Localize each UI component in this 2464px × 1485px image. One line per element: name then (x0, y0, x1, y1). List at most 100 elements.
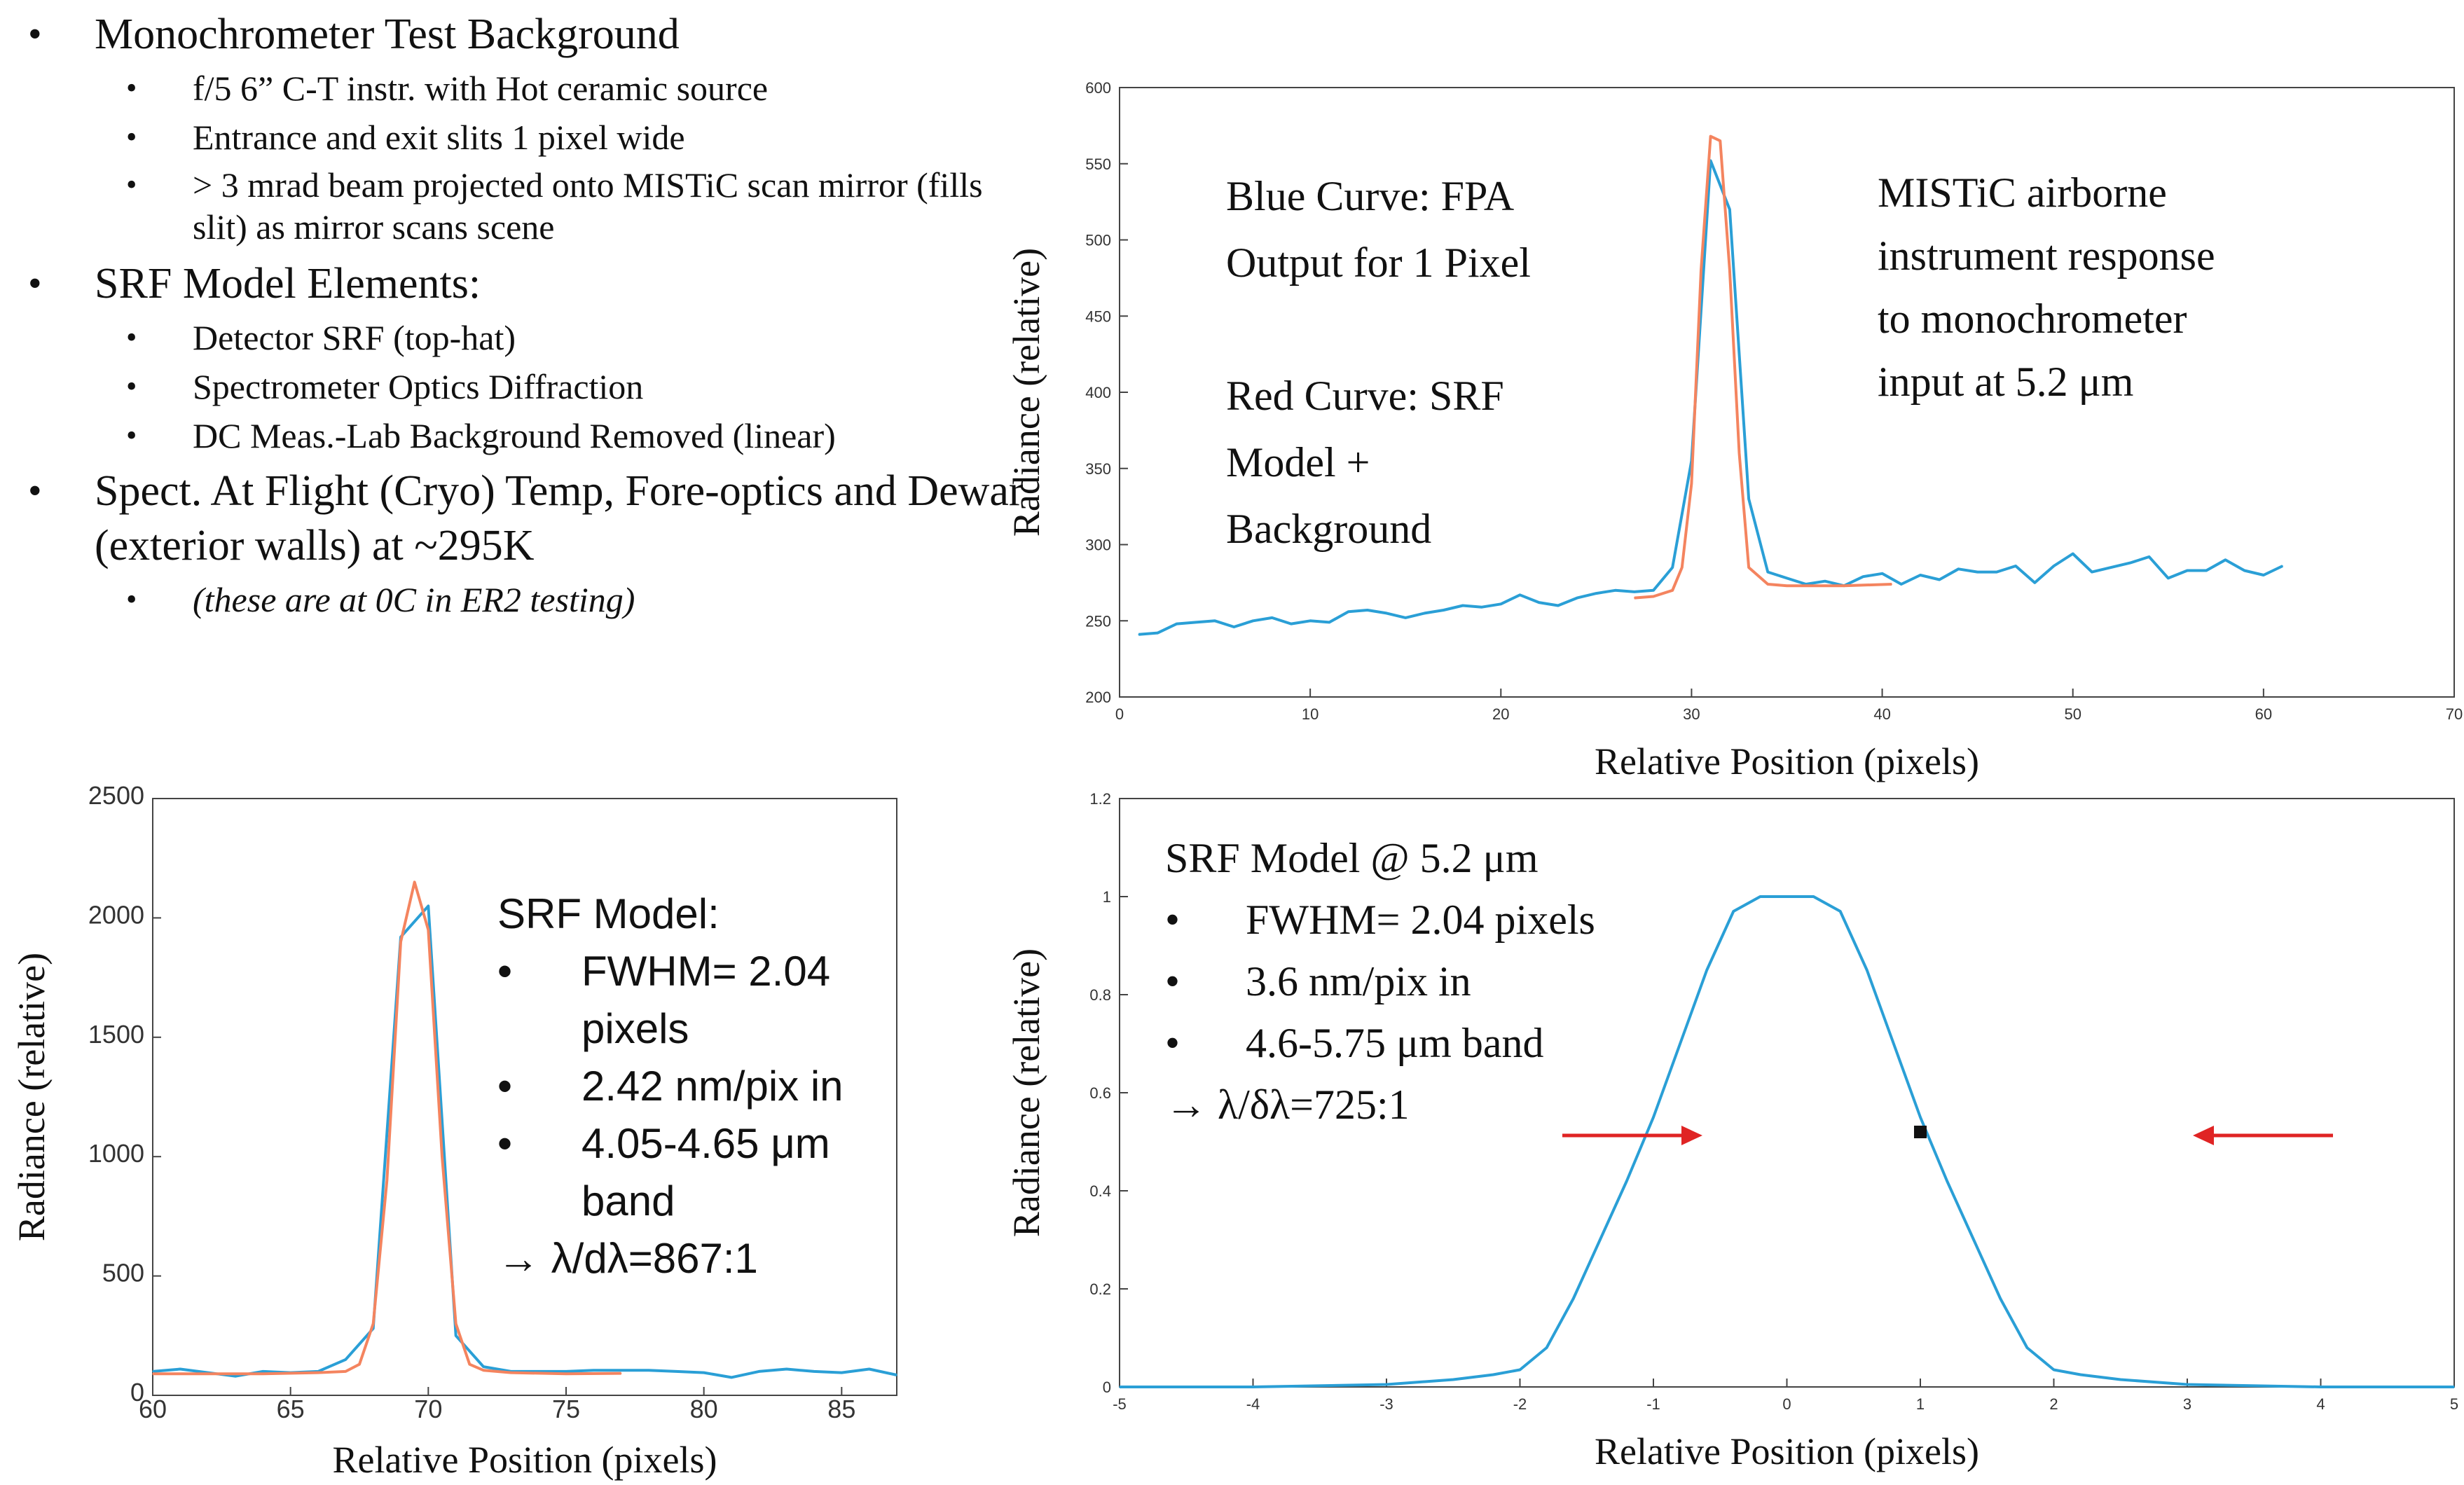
y-tick-label: 2000 (88, 900, 144, 929)
annotation-bullet: • (1165, 1020, 1180, 1066)
data-point-blue (1481, 606, 1482, 608)
sub-bullet: (these are at 0C in ER2 testing) (21, 577, 1044, 622)
data-point-blue (2129, 562, 2131, 564)
data-point-orange (1633, 597, 1635, 599)
x-tick-label: 70 (2446, 705, 2463, 723)
data-point-blue (1862, 576, 1864, 577)
data-point-blue (1252, 1386, 1254, 1388)
x-tick-label: 30 (1683, 705, 1700, 723)
data-point-blue (483, 1366, 484, 1367)
annotation-text: input at 5.2 μm (1878, 359, 2133, 405)
data-point-orange (345, 1371, 347, 1372)
data-point-blue (2000, 1298, 2002, 1299)
x-tick-label: 5 (2450, 1395, 2458, 1413)
x-tick-label: 80 (690, 1395, 718, 1423)
data-point-blue (1500, 603, 1502, 605)
x-tick-label: 4 (2316, 1395, 2325, 1413)
annotation-text: 2.42 nm/pix in (581, 1063, 844, 1110)
annotation-text: to monochrometer (1878, 296, 2187, 342)
data-point-blue (1546, 1347, 1548, 1348)
data-point-orange (483, 1369, 484, 1372)
annotation-text: MISTiC airborne (1878, 170, 2167, 216)
data-point-blue (345, 1359, 347, 1360)
data-point-blue (1759, 896, 1761, 897)
x-tick-label: 3 (2183, 1395, 2191, 1413)
data-point-blue (620, 1369, 622, 1372)
x-tick-label: -5 (1113, 1395, 1127, 1413)
left-arrow-head (1681, 1126, 1702, 1145)
annotation-bullet: • (497, 948, 512, 995)
annotation-bullet: • (1165, 958, 1180, 1004)
x-tick-label: 1 (1916, 1395, 1925, 1413)
data-point-blue (1271, 617, 1273, 619)
sub-bullet-text: (these are at 0C in ER2 testing) (193, 580, 635, 619)
chart-top-right: 0 10 20 30 40 50 60 70 200 250 300 350 400 450 500 550 6… (1005, 79, 2463, 782)
data-point-orange (386, 1180, 388, 1182)
x-tick-label: 2 (2049, 1395, 2058, 1413)
data-point-blue (1881, 573, 1883, 574)
data-point-orange (1653, 595, 1654, 598)
y-tick-label: 0.8 (1089, 986, 1111, 1004)
data-point-blue (2072, 553, 2074, 555)
annotation-text: 4.6-5.75 μm band (1246, 1020, 1543, 1066)
sub-bullet: f/5 6” C-T instr. with Hot ceramic sourc… (21, 66, 1044, 111)
data-point-blue (1452, 1379, 1454, 1381)
y-axis-title: Radiance (relative) (1005, 248, 1047, 537)
x-tick-label: 50 (2064, 705, 2081, 723)
data-point-blue (1157, 632, 1159, 634)
data-point-blue (2034, 582, 2036, 583)
sub-bullet: DC Meas.-Lab Background Removed (linear) (21, 413, 1044, 458)
data-point-orange (1709, 135, 1712, 137)
annotation-text: Red Curve: SRF (1226, 373, 1504, 419)
data-point-orange (207, 1373, 209, 1375)
annotation-text: Blue Curve: FPA (1226, 173, 1514, 219)
data-point-orange (1681, 567, 1683, 568)
data-point-blue (1653, 1117, 1654, 1118)
data-point-blue (2320, 1386, 2322, 1388)
data-point-orange (262, 1373, 264, 1375)
data-point-blue (1957, 568, 1960, 570)
data-point-blue (2187, 1383, 2188, 1386)
data-point-blue (1920, 1117, 1921, 1118)
annotation-text: Output for 1 Pixel (1226, 240, 1531, 286)
data-point-orange (455, 1322, 457, 1325)
data-point-blue (1599, 1239, 1601, 1241)
data-point-blue (1672, 567, 1674, 568)
data-point-blue (1595, 593, 1597, 594)
data-point-orange (1738, 453, 1740, 454)
data-point-blue (1443, 609, 1445, 611)
data-point-orange (317, 1372, 319, 1374)
data-point-blue (1386, 612, 1387, 614)
y-tick-label: 2500 (88, 781, 144, 810)
data-point-blue (2119, 1379, 2121, 1381)
series-line-orange (1634, 134, 1892, 600)
data-point-orange (1729, 270, 1730, 271)
chart-bottom-right: -5 -4 -3 -2 -1 0 1 2 3 4 5 0 0.2 0.4 0.6 0.8 1 1.2 Relativ… (1005, 790, 2458, 1472)
annotation-text: FWHM= 2.04 (581, 948, 830, 995)
data-point-blue (2053, 1369, 2055, 1371)
data-point-blue (2205, 569, 2208, 572)
data-point-blue (1214, 620, 1216, 622)
data-point-orange (441, 1156, 443, 1157)
data-point-orange (372, 1322, 374, 1325)
annotation-bullet: • (497, 1063, 512, 1110)
data-point-blue (2091, 571, 2093, 573)
data-point-orange (1786, 585, 1788, 587)
data-point-blue (1366, 609, 1368, 611)
data-point-blue (2453, 1386, 2455, 1388)
data-point-blue (1347, 611, 1349, 612)
data-point-blue (1492, 1374, 1494, 1376)
data-point-blue (1538, 602, 1540, 603)
annotation-text: band (581, 1177, 675, 1224)
annotation-text: → λ/δλ=725:1 (1165, 1082, 1410, 1128)
x-tick-label: 60 (2255, 705, 2272, 723)
annotation-text: instrument response (1878, 233, 2215, 279)
data-point-orange (565, 1373, 567, 1375)
annotation-bullet: • (497, 1120, 512, 1167)
x-tick-label: 0 (1115, 705, 1124, 723)
data-point-blue (1786, 577, 1788, 579)
y-axis-title: Radiance (relative) (11, 953, 53, 1241)
x-tick-label: 10 (1302, 705, 1319, 723)
data-point-blue (179, 1368, 181, 1370)
data-point-blue (1706, 969, 1707, 971)
